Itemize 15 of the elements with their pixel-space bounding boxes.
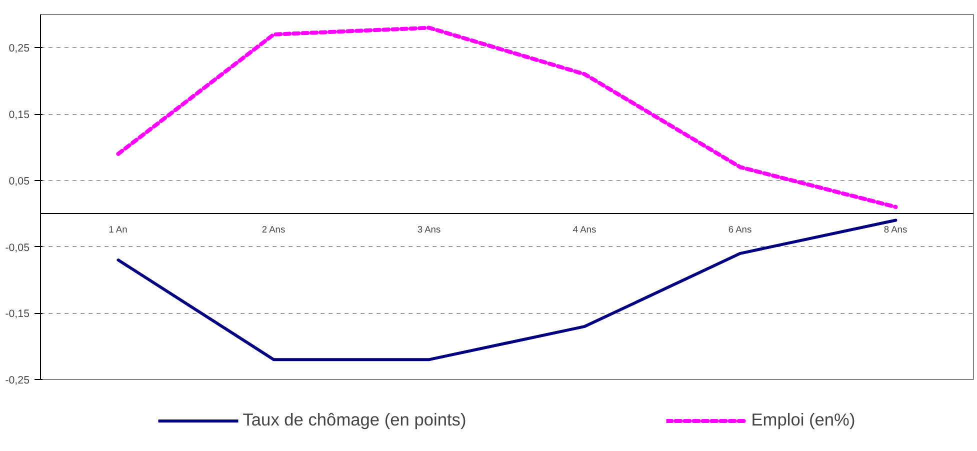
y-tick-label: 0,25 (8, 42, 30, 55)
y-tick-label: -0,15 (5, 308, 30, 320)
x-tick-label: 6 Ans (728, 224, 752, 235)
x-tick-label: 4 Ans (572, 224, 596, 235)
x-tick-label: 8 Ans (884, 224, 908, 235)
legend-label: Taux de chômage (en points) (242, 410, 466, 430)
x-tick-label: 1 An (108, 224, 128, 235)
y-tick-label: -0,25 (5, 374, 30, 386)
legend-label: Emploi (en%) (751, 410, 856, 430)
x-tick-label: 3 Ans (417, 224, 441, 235)
y-tick-label: 0,05 (8, 175, 30, 188)
x-tick-label: 2 Ans (262, 224, 286, 235)
line-series (116, 26, 898, 209)
y-tick-label: 0,15 (8, 109, 30, 122)
y-tick-label: -0,05 (5, 242, 30, 254)
